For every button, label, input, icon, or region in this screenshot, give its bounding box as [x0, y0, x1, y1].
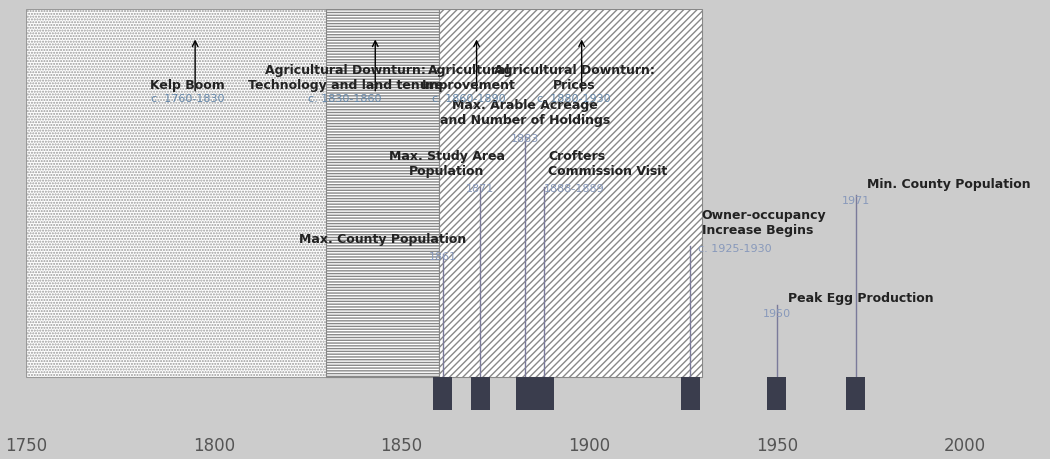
Bar — [768, 376, 786, 410]
Text: Max. Arable Acreage
and Number of Holdings: Max. Arable Acreage and Number of Holdin… — [440, 100, 610, 128]
Text: Kelp Boom: Kelp Boom — [150, 78, 225, 91]
Text: Max. County Population: Max. County Population — [299, 233, 466, 246]
Text: Min. County Population: Min. County Population — [867, 178, 1030, 191]
Bar — [26, 9, 439, 376]
Text: 1861: 1861 — [428, 252, 457, 262]
Text: 1950: 1950 — [762, 309, 791, 319]
Text: c. 1880-1930: c. 1880-1930 — [538, 94, 611, 104]
Text: Agricultural Downturn:
Technology and land tenure: Agricultural Downturn: Technology and la… — [248, 63, 443, 91]
Text: Agricultural Downturn:
Prices: Agricultural Downturn: Prices — [494, 63, 654, 91]
Bar — [327, 9, 439, 376]
Text: 1971: 1971 — [841, 196, 869, 206]
Bar — [534, 376, 553, 410]
Text: Peak Egg Production: Peak Egg Production — [789, 292, 933, 305]
Bar — [516, 376, 534, 410]
Text: 1871: 1871 — [466, 185, 495, 195]
Text: c. 1925-1930: c. 1925-1930 — [698, 244, 772, 253]
Text: Agricultural
Improvement: Agricultural Improvement — [422, 63, 516, 91]
Text: c. 1830-1860: c. 1830-1860 — [309, 94, 382, 104]
Bar — [434, 376, 453, 410]
Text: c. 1760-1830: c. 1760-1830 — [151, 94, 225, 104]
Text: 1883: 1883 — [511, 134, 540, 144]
Bar — [26, 376, 1040, 431]
Bar — [439, 9, 701, 376]
Bar — [846, 376, 865, 410]
Text: Crofters
Commission Visit: Crofters Commission Visit — [548, 150, 667, 178]
Text: c. 1860-1890: c. 1860-1890 — [433, 94, 506, 104]
Text: 1888-1889: 1888-1889 — [544, 185, 605, 195]
Bar — [471, 376, 489, 410]
Text: Owner-occupancy
Increase Begins: Owner-occupancy Increase Begins — [701, 209, 826, 237]
Text: Max. Study Area
Population: Max. Study Area Population — [388, 150, 505, 178]
Bar — [681, 376, 700, 410]
